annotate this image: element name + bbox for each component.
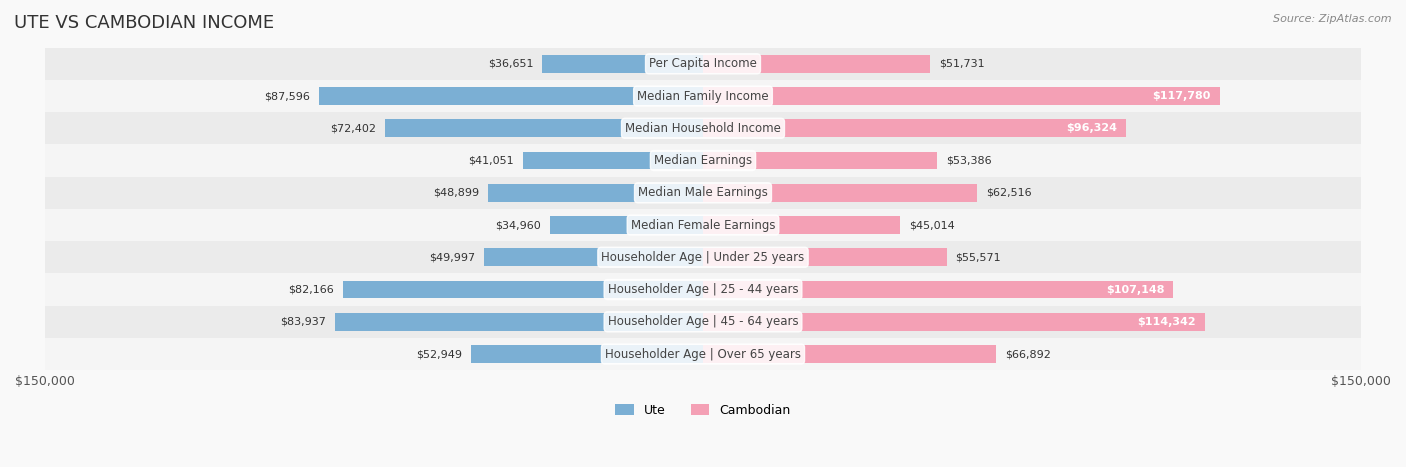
Bar — [703, 120, 1126, 137]
Text: Median Earnings: Median Earnings — [654, 154, 752, 167]
Bar — [523, 152, 703, 170]
Text: Median Female Earnings: Median Female Earnings — [631, 219, 775, 232]
Text: $96,324: $96,324 — [1066, 123, 1116, 133]
Text: $87,596: $87,596 — [264, 91, 309, 101]
Bar — [703, 55, 929, 73]
Text: $52,949: $52,949 — [416, 349, 463, 359]
Bar — [45, 274, 1361, 306]
Text: Median Household Income: Median Household Income — [626, 122, 780, 135]
Bar — [703, 87, 1220, 105]
Text: $41,051: $41,051 — [468, 156, 515, 166]
Bar — [703, 152, 938, 170]
Bar — [45, 48, 1361, 80]
Text: Householder Age | Under 25 years: Householder Age | Under 25 years — [602, 251, 804, 264]
Bar — [703, 281, 1173, 298]
Text: Householder Age | 25 - 44 years: Householder Age | 25 - 44 years — [607, 283, 799, 296]
Text: $83,937: $83,937 — [280, 317, 326, 327]
Bar — [703, 345, 997, 363]
Bar — [45, 209, 1361, 241]
Bar — [703, 248, 946, 266]
Bar — [45, 241, 1361, 274]
Bar — [543, 55, 703, 73]
Text: $48,899: $48,899 — [433, 188, 479, 198]
Bar — [45, 177, 1361, 209]
Text: $107,148: $107,148 — [1105, 284, 1164, 295]
Text: Per Capita Income: Per Capita Income — [650, 57, 756, 71]
Text: $49,997: $49,997 — [429, 252, 475, 262]
Text: $45,014: $45,014 — [910, 220, 955, 230]
Text: $114,342: $114,342 — [1137, 317, 1197, 327]
Bar — [703, 216, 900, 234]
Bar — [45, 306, 1361, 338]
Text: $55,571: $55,571 — [956, 252, 1001, 262]
Text: Householder Age | Over 65 years: Householder Age | Over 65 years — [605, 347, 801, 361]
Bar — [488, 184, 703, 202]
Bar — [385, 120, 703, 137]
Text: $53,386: $53,386 — [946, 156, 991, 166]
Bar — [703, 184, 977, 202]
Text: Householder Age | 45 - 64 years: Householder Age | 45 - 64 years — [607, 315, 799, 328]
Text: $51,731: $51,731 — [939, 59, 984, 69]
Text: $34,960: $34,960 — [495, 220, 541, 230]
Text: $66,892: $66,892 — [1005, 349, 1052, 359]
Text: $62,516: $62,516 — [986, 188, 1032, 198]
Bar — [319, 87, 703, 105]
Bar — [703, 313, 1205, 331]
Text: $36,651: $36,651 — [488, 59, 533, 69]
Bar — [343, 281, 703, 298]
Bar — [45, 80, 1361, 112]
Legend: Ute, Cambodian: Ute, Cambodian — [610, 399, 796, 422]
Text: Source: ZipAtlas.com: Source: ZipAtlas.com — [1274, 14, 1392, 24]
Text: Median Family Income: Median Family Income — [637, 90, 769, 103]
Bar — [550, 216, 703, 234]
Bar — [335, 313, 703, 331]
Bar — [45, 144, 1361, 177]
Text: $72,402: $72,402 — [330, 123, 377, 133]
Bar — [484, 248, 703, 266]
Bar — [45, 338, 1361, 370]
Text: UTE VS CAMBODIAN INCOME: UTE VS CAMBODIAN INCOME — [14, 14, 274, 32]
Text: $82,166: $82,166 — [288, 284, 333, 295]
Text: Median Male Earnings: Median Male Earnings — [638, 186, 768, 199]
Bar — [471, 345, 703, 363]
Bar — [45, 112, 1361, 144]
Text: $117,780: $117,780 — [1153, 91, 1211, 101]
